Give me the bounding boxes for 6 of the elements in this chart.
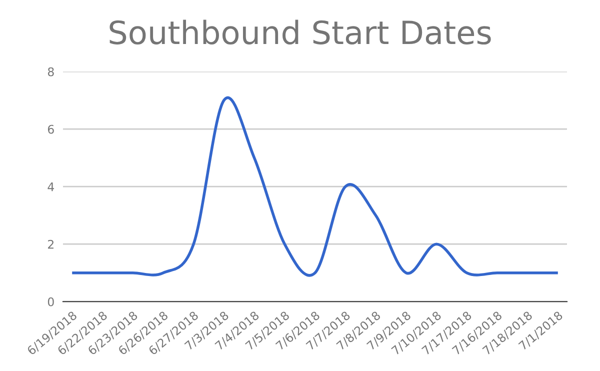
y-tick-label: 0: [48, 297, 54, 306]
y-tick-label: 4: [48, 182, 54, 192]
y-tick-label: 2: [48, 240, 54, 249]
y-tick-label: 8: [48, 67, 54, 76]
y-tick-label: 6: [48, 124, 54, 134]
chart-title: Southbound Start Dates: [110, 20, 491, 45]
